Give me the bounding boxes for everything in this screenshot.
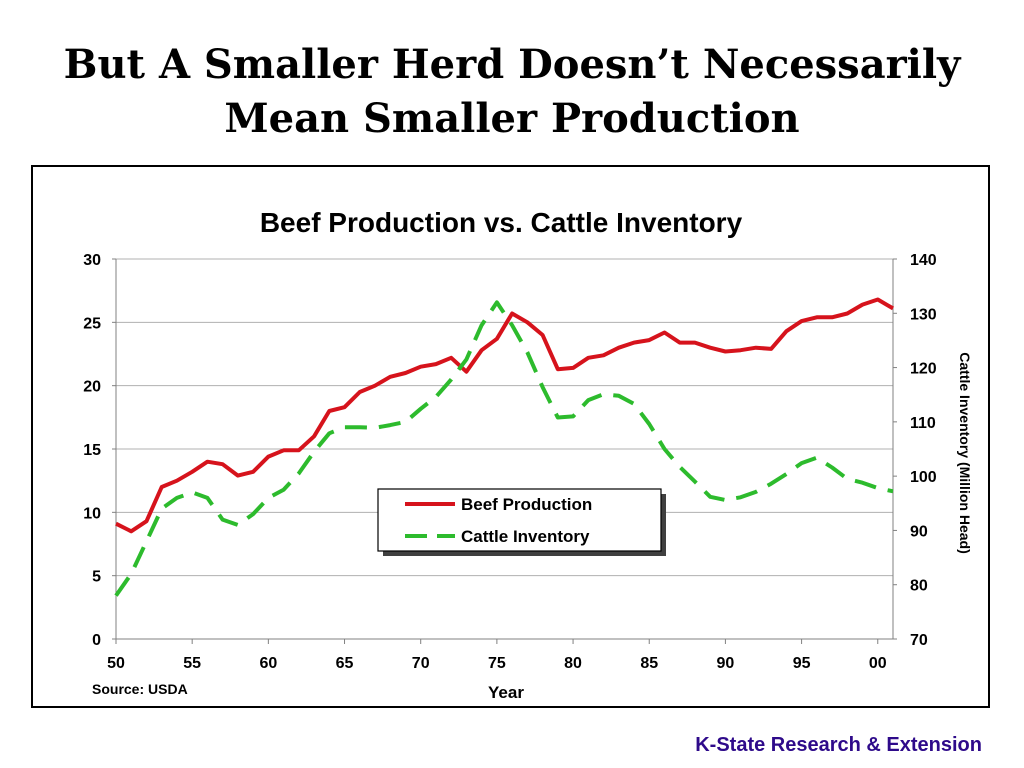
footer-brand: K-State Research & Extension xyxy=(695,734,982,756)
right-axis-tick-label: 70 xyxy=(910,632,928,649)
chart-title: Beef Production vs. Cattle Inventory xyxy=(260,207,743,238)
chart-frame xyxy=(31,165,990,708)
x-axis-tick-label: 55 xyxy=(183,655,201,672)
left-axis-tick-label: 20 xyxy=(83,379,101,396)
legend-label-cattle: Cattle Inventory xyxy=(461,527,590,546)
left-axis-tick-label: 0 xyxy=(92,632,101,649)
right-axis-tick-label: 80 xyxy=(910,578,928,595)
left-axis-tick-label: 10 xyxy=(83,505,101,522)
x-axis-tick-label: 90 xyxy=(717,655,735,672)
right-axis-tick-label: 120 xyxy=(910,361,937,378)
beef-production-line xyxy=(115,297,895,534)
x-axis-tick-label: 60 xyxy=(259,655,277,672)
x-axis-tick-label: 95 xyxy=(793,655,811,672)
left-axis-tick-label: 30 xyxy=(83,252,101,269)
left-axis-tick-label: 5 xyxy=(92,569,101,586)
source-note: Source: USDA xyxy=(92,681,188,697)
slide-title: But A Smaller Herd Doesn’t Necessarily M… xyxy=(0,38,1024,146)
right-axis-tick-label: 130 xyxy=(910,306,937,323)
x-axis-label: Year xyxy=(488,683,524,702)
right-axis-tick-label: 100 xyxy=(910,469,937,486)
right-axis-tick-label: 110 xyxy=(910,415,936,432)
slide-title-line-2: Mean Smaller Production xyxy=(224,95,800,142)
x-axis-tick-label: 85 xyxy=(640,655,658,672)
x-axis-tick-label: 50 xyxy=(107,655,125,672)
legend-box xyxy=(377,488,662,552)
x-axis-tick-label: 70 xyxy=(412,655,430,672)
x-axis-tick-label: 00 xyxy=(869,655,887,672)
right-axis-tick-label: 140 xyxy=(910,252,937,269)
left-axis-tick-label: 15 xyxy=(83,442,101,459)
x-axis-tick-label: 75 xyxy=(488,655,506,672)
left-axis-tick-label: 25 xyxy=(83,315,101,332)
legend-label-beef: Beef Production xyxy=(461,495,592,514)
right-axis-tick-label: 90 xyxy=(910,523,928,540)
right-axis-label: Cattle Inventory (Million Head) xyxy=(957,352,973,553)
x-axis-tick-label: 65 xyxy=(336,655,354,672)
slide-title-line-1: But A Smaller Herd Doesn’t Necessarily xyxy=(63,41,961,88)
x-axis-tick-label: 80 xyxy=(564,655,582,672)
